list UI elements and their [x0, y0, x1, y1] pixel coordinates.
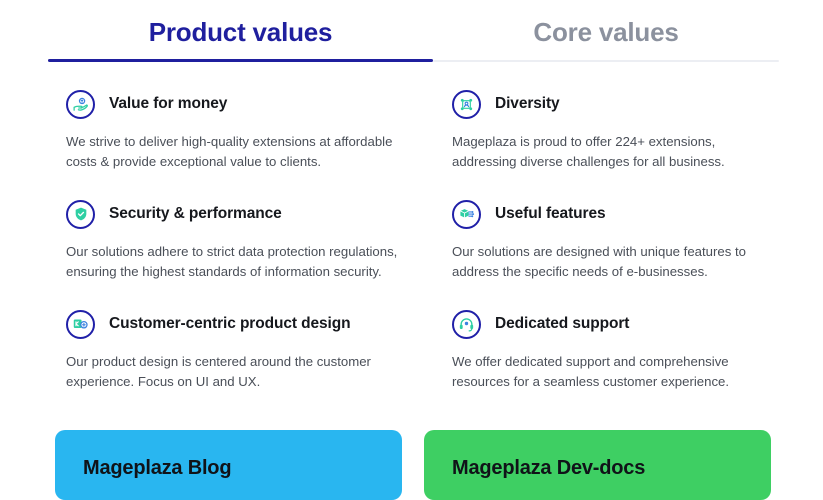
value-description: Our solutions adhere to strict data prot… — [66, 243, 398, 280]
value-head: Dedicated support — [452, 309, 783, 339]
tab-core-values-label: Core values — [533, 17, 679, 47]
value-description: We offer dedicated support and comprehen… — [452, 353, 730, 390]
values-tab-bar: Product values Core values — [48, 17, 779, 62]
customer-design-icon — [66, 309, 95, 339]
tab-product-values-label: Product values — [148, 17, 333, 47]
headset-support-icon — [452, 309, 481, 339]
value-item-security-performance: Security & performance Our solutions adh… — [66, 199, 402, 283]
value-head: Useful features — [452, 199, 783, 229]
values-column-right: Diversity Mageplaza is proud to offer 22… — [440, 90, 823, 393]
value-description: Our solutions are designed with unique f… — [452, 243, 746, 280]
card-mageplaza-dev-docs[interactable]: Mageplaza Dev-docs — [424, 430, 771, 500]
value-item-value-for-money: Value for money We strive to deliver hig… — [66, 90, 402, 173]
shield-check-icon — [66, 199, 95, 229]
hand-coin-icon — [66, 90, 95, 119]
value-title: Useful features — [495, 205, 606, 223]
tab-product-values[interactable]: Product values — [48, 17, 433, 62]
tab-core-values[interactable]: Core values — [433, 17, 779, 62]
value-head: Diversity — [452, 90, 783, 119]
value-item-diversity: Diversity Mageplaza is proud to offer 22… — [452, 90, 783, 173]
value-description: Mageplaza is proud to offer 224+ extensi… — [452, 134, 725, 170]
value-title: Diversity — [495, 95, 560, 113]
tab-active-underline — [48, 58, 433, 62]
value-title: Value for money — [109, 95, 228, 113]
values-columns: Value for money We strive to deliver hig… — [0, 90, 823, 393]
tab-inactive-underline — [433, 59, 779, 62]
values-column-left: Value for money We strive to deliver hig… — [0, 90, 440, 393]
card-mageplaza-blog[interactable]: Mageplaza Blog — [55, 430, 402, 500]
value-title: Dedicated support — [495, 315, 630, 333]
card-title: Mageplaza Blog — [83, 457, 232, 479]
value-title: Customer-centric product design — [109, 315, 351, 333]
value-item-useful-features: Useful features Our solutions are design… — [452, 199, 783, 283]
value-title: Security & performance — [109, 205, 282, 223]
diversity-people-icon — [452, 90, 481, 119]
value-description: We strive to deliver high-quality extens… — [66, 134, 393, 170]
value-head: Customer-centric product design — [66, 309, 402, 339]
value-item-dedicated-support: Dedicated support We offer dedicated sup… — [452, 309, 783, 393]
value-description: Our product design is centered around th… — [66, 353, 371, 390]
card-title: Mageplaza Dev-docs — [452, 457, 646, 479]
value-head: Value for money — [66, 90, 402, 119]
value-head: Security & performance — [66, 199, 402, 229]
feature-cube-icon — [452, 199, 481, 229]
value-item-customer-centric-design: Customer-centric product design Our prod… — [66, 309, 402, 393]
promo-cards: Mageplaza Blog Mageplaza Dev-docs — [0, 430, 823, 500]
